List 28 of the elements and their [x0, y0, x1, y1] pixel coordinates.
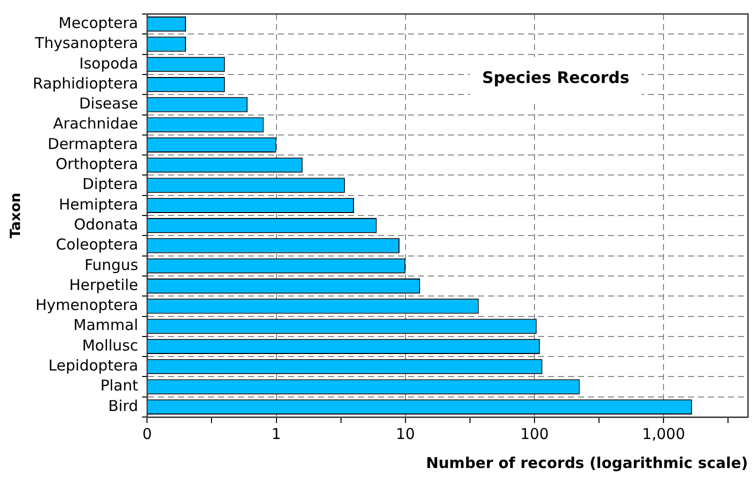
y-tick-label: Odonata: [74, 215, 138, 234]
x-tick-label: 100: [520, 424, 549, 443]
y-tick-label: Lepidoptera: [48, 356, 138, 375]
y-tick-label: Arachnidae: [53, 114, 138, 133]
y-tick-label: Hymenoptera: [35, 296, 138, 314]
y-tick-label: Dermaptera: [48, 134, 138, 153]
y-tick-label: Diptera: [82, 175, 138, 194]
x-tick-label: 1,000: [642, 424, 686, 443]
y-tick-label: Thysanoptera: [34, 34, 138, 52]
y-tick-label: Disease: [79, 94, 138, 113]
y-tick-label: Fungus: [84, 256, 138, 274]
y-tick-label: Bird: [108, 396, 138, 415]
y-tick-label: Coleoptera: [56, 236, 138, 254]
y-tick-label: Mammal: [73, 316, 138, 334]
x-tick-label: 0: [142, 424, 152, 443]
y-axis-title: Taxon: [8, 192, 24, 238]
y-tick-label: Mecoptera: [58, 14, 138, 32]
y-tick-label: Plant: [100, 376, 138, 395]
y-tick-label: Isopoda: [79, 54, 138, 72]
y-tick-label: Mollusc: [82, 336, 138, 354]
text: Species Records: [482, 68, 630, 88]
y-tick-label: Raphidioptera: [32, 74, 138, 92]
y-tick-label: Hemiptera: [58, 195, 138, 214]
x-tick-label: 1: [271, 424, 282, 443]
y-tick-label: Orthoptera: [56, 155, 138, 174]
x-tick-label: 10: [396, 424, 415, 443]
y-tick-label: Herpetile: [69, 276, 138, 294]
x-axis-title: Number of records (logarithmic scale): [426, 454, 748, 472]
